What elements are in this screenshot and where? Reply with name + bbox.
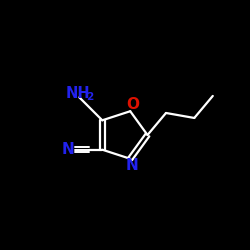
Text: N: N <box>62 142 74 157</box>
Text: O: O <box>126 97 139 112</box>
Text: NH: NH <box>66 86 90 101</box>
Text: 2: 2 <box>86 92 93 102</box>
Text: N: N <box>126 158 139 173</box>
